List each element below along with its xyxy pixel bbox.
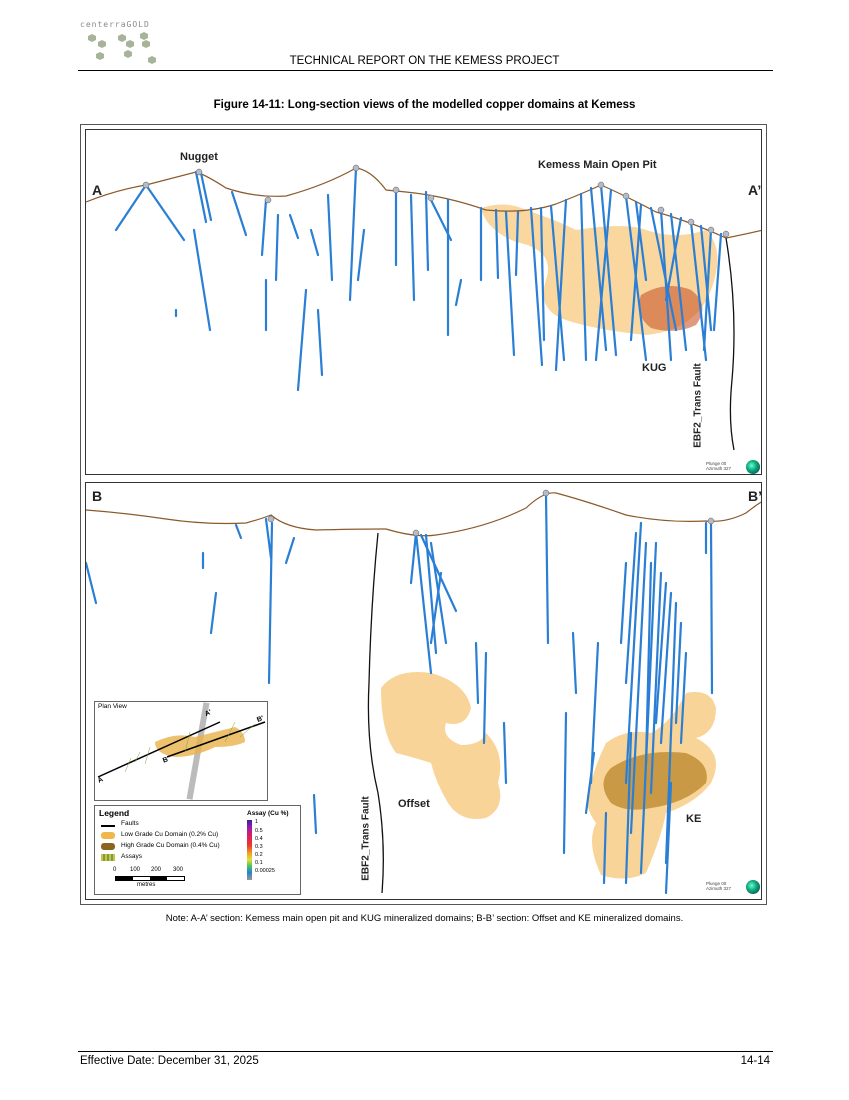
scale-tick-200: 200 <box>151 867 162 873</box>
legend: Legend Faults Low Grade Cu Domain (0.2% … <box>94 805 301 895</box>
plan-view-title: Plan View <box>98 703 127 710</box>
section-b-start-label: B <box>92 488 103 504</box>
figure-note: Note: A-A’ section: Kemess main open pit… <box>165 913 684 924</box>
logo-text: centerraGOLD <box>80 20 150 29</box>
page-number: 14-14 <box>740 1055 770 1067</box>
assay-value-0-4: 0.4 <box>255 836 263 842</box>
figure-caption: Figure 14-11: Long-section views of the … <box>213 99 636 111</box>
logo-hexagons <box>88 32 156 64</box>
plunge-text-b: Plunge 00 <box>706 881 727 886</box>
report-title: TECHNICAL REPORT ON THE KEMESS PROJECT <box>289 55 560 67</box>
scale-tick-0: 0 <box>113 867 117 873</box>
assay-value-min: 0.00025 <box>255 868 275 874</box>
legend-title: Legend <box>99 808 130 818</box>
low-grade-symbol <box>101 832 115 839</box>
assay-value-1: 1 <box>255 819 259 825</box>
fault-label-a: EBF2_Trans Fault <box>692 363 704 448</box>
effective-date: Effective Date: December 31, 2025 <box>80 1055 259 1067</box>
footer-divider <box>78 1051 773 1052</box>
kug-label: KUG <box>642 362 667 374</box>
figure-frame: A A’ Nugget Kemess Main Open Pit KUG EBF… <box>80 124 767 905</box>
topography-line <box>86 167 761 239</box>
legend-item-assays: Assays <box>121 853 142 860</box>
section-b-end-label: B’ <box>748 488 762 504</box>
assay-value-0-3: 0.3 <box>255 844 263 850</box>
globe-icon <box>746 880 760 894</box>
section-a-panel: A A’ Nugget Kemess Main Open Pit KUG EBF… <box>85 129 762 475</box>
scale-tick-300: 300 <box>173 867 184 873</box>
section-b-graphic <box>86 489 761 895</box>
plunge-text-a: Plunge 00 <box>706 461 727 466</box>
azimuth-text-a: Azimuth 327 <box>706 466 732 471</box>
azimuth-text-b: Azimuth 327 <box>706 886 732 891</box>
scale-bar <box>115 876 185 881</box>
fault-label-b: EBF2_Trans Fault <box>360 796 372 881</box>
section-a-start-label: A <box>92 182 103 198</box>
ke-label: KE <box>686 813 702 825</box>
legend-item-faults: Faults <box>121 820 139 827</box>
assay-color-ramp <box>247 820 252 880</box>
header-divider <box>78 70 773 71</box>
fault-line <box>725 237 735 451</box>
plan-view-map <box>97 702 266 800</box>
plan-view-inset: Plan View A A' B B' <box>94 701 268 801</box>
legend-item-high-grade: High Grade Cu Domain (0.4% Cu) <box>121 842 220 849</box>
collar-markers <box>142 164 730 238</box>
assay-value-0-1: 0.1 <box>255 860 263 866</box>
offset-label: Offset <box>398 798 430 810</box>
drillholes-b <box>86 493 714 895</box>
section-b-panel: B B’ Offset KE EBF2_Trans Fault Plunge 0… <box>85 482 762 900</box>
drillholes <box>114 166 723 392</box>
globe-icon <box>746 460 760 474</box>
company-logo: centerraGOLD <box>80 20 170 68</box>
nugget-label: Nugget <box>180 151 218 163</box>
collar-markers-b <box>267 489 715 537</box>
assay-title: Assay (Cu %) <box>247 810 289 817</box>
scale-unit: metres <box>137 882 156 888</box>
fault-line-b <box>367 532 384 894</box>
legend-item-low-grade: Low Grade Cu Domain (0.2% Cu) <box>121 831 219 838</box>
section-a-end-label: A’ <box>748 182 762 198</box>
assays-symbol <box>101 854 115 861</box>
pit-label: Kemess Main Open Pit <box>538 159 657 171</box>
topography-line-b <box>86 492 761 537</box>
section-a-graphic <box>86 164 761 451</box>
assay-value-0-2: 0.2 <box>255 852 263 858</box>
scale-tick-100: 100 <box>130 867 141 873</box>
offset-domain <box>381 672 501 819</box>
assay-value-0-5: 0.5 <box>255 828 263 834</box>
high-grade-symbol <box>101 843 115 850</box>
faults-symbol <box>101 825 115 827</box>
